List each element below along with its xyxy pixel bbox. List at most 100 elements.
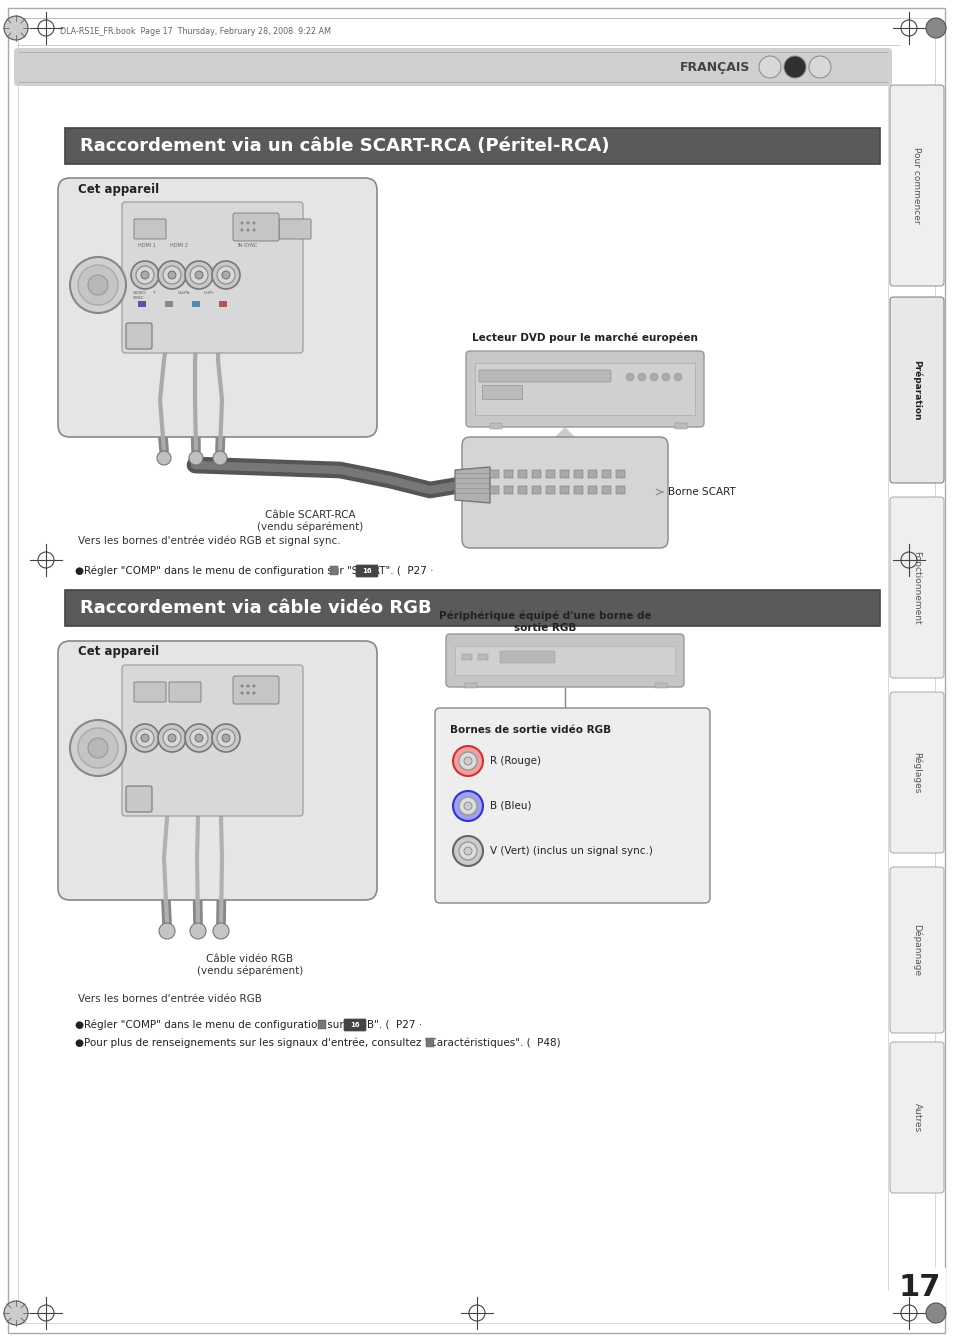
FancyBboxPatch shape bbox=[889, 867, 943, 1033]
FancyBboxPatch shape bbox=[355, 565, 377, 578]
Text: ●Pour plus de renseignements sur les signaux d'entrée, consultez "Caractéristiqu: ●Pour plus de renseignements sur les sig… bbox=[75, 1037, 560, 1048]
Circle shape bbox=[783, 56, 805, 78]
Bar bbox=[503, 486, 513, 494]
Text: ●Régler "COMP" dans le menu de configuration sur "SCART". (  P27 ·: ●Régler "COMP" dans le menu de configura… bbox=[75, 565, 436, 575]
FancyBboxPatch shape bbox=[435, 708, 709, 903]
FancyBboxPatch shape bbox=[126, 787, 152, 812]
Circle shape bbox=[253, 229, 255, 232]
Bar bbox=[503, 470, 513, 478]
Circle shape bbox=[246, 691, 250, 694]
Bar bbox=[192, 302, 200, 307]
Circle shape bbox=[246, 229, 250, 232]
Polygon shape bbox=[455, 468, 490, 502]
Circle shape bbox=[240, 221, 243, 225]
Text: ●Régler "COMP" dans le menu de configuration sur "RGB". (  P27 ·: ●Régler "COMP" dans le menu de configura… bbox=[75, 1018, 425, 1029]
Text: Réglages: Réglages bbox=[911, 752, 921, 793]
Circle shape bbox=[185, 261, 213, 289]
Bar bbox=[65, 129, 879, 163]
FancyBboxPatch shape bbox=[58, 178, 376, 437]
Bar bbox=[655, 683, 666, 687]
Bar bbox=[890, 1268, 945, 1306]
Circle shape bbox=[158, 724, 186, 752]
Circle shape bbox=[4, 1301, 28, 1325]
Bar bbox=[559, 470, 568, 478]
Text: 16: 16 bbox=[350, 1022, 359, 1028]
Text: B (Bleu): B (Bleu) bbox=[490, 801, 531, 811]
FancyBboxPatch shape bbox=[465, 351, 703, 427]
Bar bbox=[330, 565, 337, 575]
FancyBboxPatch shape bbox=[344, 1018, 366, 1030]
Bar bbox=[464, 683, 476, 687]
Circle shape bbox=[131, 261, 159, 289]
Bar bbox=[574, 470, 582, 478]
Circle shape bbox=[158, 261, 186, 289]
Circle shape bbox=[458, 752, 476, 770]
Bar bbox=[601, 470, 610, 478]
Circle shape bbox=[453, 836, 482, 866]
Text: Lecteur DVD pour le marché européen: Lecteur DVD pour le marché européen bbox=[472, 332, 698, 343]
Circle shape bbox=[131, 724, 159, 752]
Circle shape bbox=[253, 691, 255, 694]
FancyBboxPatch shape bbox=[889, 691, 943, 854]
Bar bbox=[455, 646, 675, 675]
Text: 16: 16 bbox=[362, 568, 372, 574]
Bar bbox=[461, 654, 472, 661]
Text: Câble SCART-RCA
(vendu séparément): Câble SCART-RCA (vendu séparément) bbox=[256, 511, 363, 532]
Bar bbox=[559, 486, 568, 494]
Text: Raccordement via un câble SCART-RCA (Péritel-RCA): Raccordement via un câble SCART-RCA (Pér… bbox=[80, 137, 609, 155]
Circle shape bbox=[649, 373, 658, 381]
Text: Vers les bornes d'entrée vidéo RGB: Vers les bornes d'entrée vidéo RGB bbox=[78, 994, 262, 1004]
Circle shape bbox=[759, 56, 781, 78]
Circle shape bbox=[253, 221, 255, 225]
FancyBboxPatch shape bbox=[461, 437, 667, 548]
Circle shape bbox=[463, 803, 472, 809]
FancyBboxPatch shape bbox=[889, 497, 943, 678]
Circle shape bbox=[673, 373, 681, 381]
Bar bbox=[532, 470, 540, 478]
Text: Dépannage: Dépannage bbox=[911, 925, 921, 976]
Circle shape bbox=[159, 923, 174, 939]
Circle shape bbox=[625, 373, 634, 381]
Circle shape bbox=[78, 265, 118, 306]
Circle shape bbox=[194, 271, 203, 279]
Text: HDMI 1: HDMI 1 bbox=[138, 243, 155, 248]
Circle shape bbox=[168, 734, 175, 742]
Circle shape bbox=[212, 261, 240, 289]
Text: Raccordement via câble vidéo RGB: Raccordement via câble vidéo RGB bbox=[80, 599, 431, 616]
Circle shape bbox=[212, 724, 240, 752]
Circle shape bbox=[185, 724, 213, 752]
Circle shape bbox=[925, 1302, 945, 1323]
Bar bbox=[517, 486, 526, 494]
FancyBboxPatch shape bbox=[446, 634, 683, 687]
Circle shape bbox=[216, 267, 234, 284]
Circle shape bbox=[189, 452, 203, 465]
Bar bbox=[426, 1038, 434, 1047]
Circle shape bbox=[70, 720, 126, 776]
Circle shape bbox=[246, 221, 250, 225]
Circle shape bbox=[246, 685, 250, 687]
Circle shape bbox=[463, 757, 472, 765]
Bar bbox=[475, 363, 695, 415]
FancyBboxPatch shape bbox=[889, 1043, 943, 1193]
Circle shape bbox=[240, 229, 243, 232]
FancyBboxPatch shape bbox=[133, 218, 166, 239]
Circle shape bbox=[4, 16, 28, 40]
Text: Pour commencer: Pour commencer bbox=[911, 147, 921, 224]
Text: Cr/Pr: Cr/Pr bbox=[204, 291, 214, 295]
Circle shape bbox=[157, 452, 171, 465]
Bar bbox=[587, 486, 597, 494]
Circle shape bbox=[141, 734, 149, 742]
Bar bbox=[616, 486, 624, 494]
FancyBboxPatch shape bbox=[133, 682, 166, 702]
Circle shape bbox=[463, 847, 472, 855]
Bar bbox=[499, 651, 555, 663]
Bar bbox=[601, 486, 610, 494]
Circle shape bbox=[458, 842, 476, 860]
Circle shape bbox=[141, 271, 149, 279]
Bar bbox=[317, 1020, 326, 1029]
Text: Autres: Autres bbox=[911, 1103, 921, 1132]
Bar bbox=[490, 470, 498, 478]
Bar bbox=[481, 385, 521, 399]
Text: Cb/Pb: Cb/Pb bbox=[178, 291, 191, 295]
Circle shape bbox=[925, 17, 945, 38]
